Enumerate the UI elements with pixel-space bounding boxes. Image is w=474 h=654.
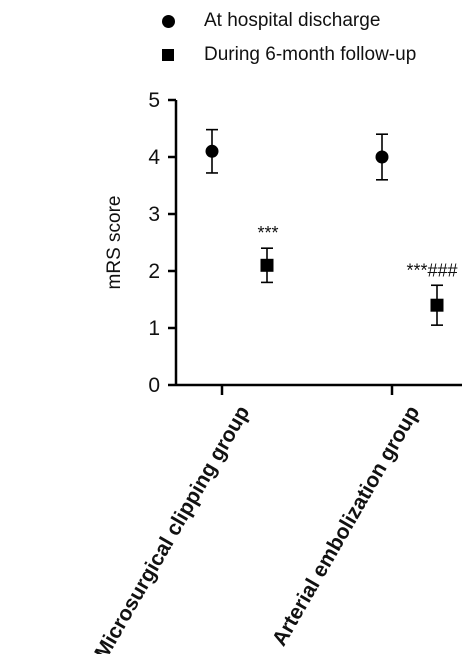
y-tick-label: 2 [148,260,160,283]
y-ticks: 0 1 2 3 4 5 [148,89,176,397]
circle-marker-icon [160,14,176,28]
significance-annotation: ***### [406,260,457,280]
chart-marks: *** ***### [205,128,458,326]
data-point-square [430,298,444,312]
legend-label-followup: During 6-month follow-up [204,44,417,65]
data-point-circle [375,150,389,164]
legend-item-discharge: At hospital discharge [160,4,416,38]
legend: At hospital discharge During 6-month fol… [160,4,416,72]
legend-item-followup: During 6-month follow-up [160,38,416,72]
y-tick-label: 0 [148,374,160,397]
data-point-circle [205,144,219,158]
x-tick-label: Arterial embolization group [268,402,424,650]
y-tick-label: 5 [148,89,160,112]
y-tick-label: 4 [148,146,160,169]
significance-annotation: *** [257,223,278,243]
legend-label-discharge: At hospital discharge [204,10,381,31]
x-ticks: Microsurgical clipping group Arterial emb… [90,385,424,654]
y-axis-label: mRS score [104,196,125,290]
x-tick-label: Microsurgical clipping group [90,402,254,654]
y-tick-label: 1 [148,317,160,340]
square-marker-icon [160,49,176,61]
data-point-square [260,258,274,272]
y-tick-label: 3 [148,203,160,226]
